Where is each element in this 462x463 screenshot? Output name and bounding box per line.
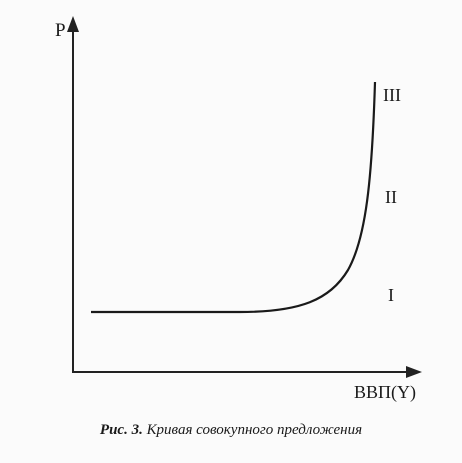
figure-caption: Рис. 3. Кривая совокупного предложения <box>0 422 462 439</box>
region-label-iii: III <box>383 85 401 105</box>
aggregate-supply-curve <box>91 81 377 314</box>
y-axis-label: P <box>55 20 66 41</box>
region-label-ii: II <box>385 187 397 207</box>
region-label-i: I <box>388 285 394 305</box>
aggregate-supply-diagram: P ВВП(Y) I II III <box>55 16 422 403</box>
caption-text: Кривая совокупного предложения <box>146 422 363 438</box>
caption-number: Рис. 3. <box>99 422 143 438</box>
x-axis-arrow <box>406 366 422 378</box>
y-axis-arrow <box>67 16 79 32</box>
x-axis-label: ВВП(Y) <box>354 382 416 403</box>
